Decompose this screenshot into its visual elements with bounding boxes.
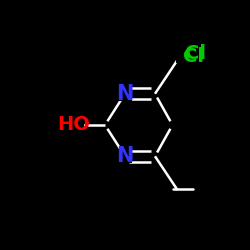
Text: N: N xyxy=(116,146,134,166)
Text: Cl: Cl xyxy=(182,47,204,66)
Bar xyxy=(176,50,190,63)
Text: HO: HO xyxy=(57,116,90,134)
Text: N: N xyxy=(116,84,134,104)
Bar xyxy=(63,118,84,132)
Text: Cl: Cl xyxy=(185,44,206,63)
Bar xyxy=(118,87,132,101)
Bar xyxy=(118,149,132,163)
